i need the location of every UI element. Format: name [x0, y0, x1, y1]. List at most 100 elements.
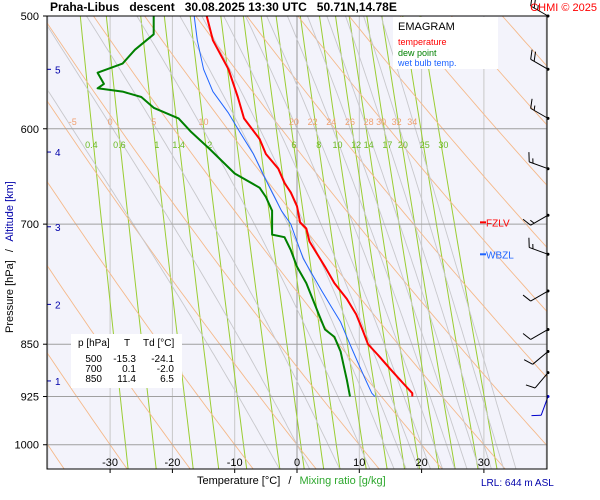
table-cell: -15.3	[113, 354, 136, 365]
mixing-ratio-line	[366, 16, 440, 469]
wind-barb-staff	[530, 58, 549, 70]
series-line-dew-point	[96, 16, 351, 397]
moist-adiabat-line	[86, 16, 341, 469]
table-cell: 850	[85, 374, 102, 385]
moist-adiabat-line	[244, 16, 431, 469]
table-header-t: T	[124, 338, 130, 349]
temperature-tick-label: 30	[478, 457, 490, 469]
wind-barb-staff	[534, 372, 549, 389]
temperature-tick-label: -20	[164, 457, 180, 469]
chart-title: Praha-Libus descent 30.08.2025 13:30 UTC…	[50, 0, 397, 14]
adiabat-label: 22	[308, 117, 318, 127]
legend-item-wet-bulb: wet bulb temp.	[397, 58, 457, 68]
altitude-axis: 5 4 3 2 1	[47, 65, 61, 388]
adiabat-label: 28	[364, 117, 374, 127]
wind-barb-staff	[530, 107, 549, 119]
mixing-ratio-line	[260, 16, 325, 469]
pressure-axis: 500 600 700 850 925 1000	[15, 11, 47, 452]
dry-adiabat-line	[47, 264, 191, 469]
data-table-box	[71, 334, 182, 388]
wind-barb-staff	[529, 161, 549, 170]
moist-adiabat-line	[286, 16, 456, 469]
pressure-tick-label: 700	[21, 219, 39, 231]
mixing-ratio-label: 6	[291, 140, 296, 150]
table-cell: 11.4	[117, 374, 136, 385]
temperature-tick-label: 20	[415, 457, 427, 469]
wind-barb-feather	[530, 98, 533, 109]
dry-adiabat-line	[399, 16, 547, 187]
x-axis-label-separator: /	[288, 475, 292, 487]
profile-series	[96, 16, 414, 397]
temperature-tick-label: 0	[294, 457, 300, 469]
moist-adiabat-line	[363, 16, 505, 469]
y-axis-label-altitude: Altitude [km]	[4, 181, 16, 242]
table-cell: -24.1	[151, 354, 174, 365]
wind-barb-feather	[533, 51, 537, 62]
y-axis-label: Pressure [hPa] / Altitude [km]	[4, 181, 16, 333]
dry-adiabat-line	[450, 16, 547, 126]
dry-adiabat-line	[348, 16, 547, 249]
table-cell: 6.5	[160, 374, 174, 385]
temperature-tick-label: -10	[227, 457, 243, 469]
moist-adiabats	[47, 16, 517, 469]
altitude-tick-label: 1	[55, 377, 61, 388]
legend: EMAGRAM temperature dew point wet bulb t…	[393, 17, 498, 69]
moist-adiabat-line	[136, 16, 371, 469]
adiabat-label: 5	[151, 117, 156, 127]
altitude-tick-label: 4	[55, 148, 61, 159]
y-axis-label-pressure: Pressure [hPa]	[4, 260, 16, 333]
mixing-ratio-line	[381, 16, 456, 469]
pressure-tick-label: 925	[21, 392, 39, 404]
wind-barb-feather	[522, 218, 531, 226]
table-cell: 0.1	[122, 364, 136, 375]
moist-adiabat-line	[201, 16, 407, 469]
dry-adiabat-line	[47, 351, 128, 469]
mixing-ratio-line	[319, 16, 388, 469]
wind-barbs	[522, 0, 550, 417]
temperature-axis: -30 -20 -10 0 10 20 30	[102, 457, 490, 473]
mixing-ratio-line	[79, 16, 129, 469]
mixing-ratio-label: 10	[332, 140, 342, 150]
moist-adiabat-line	[47, 24, 310, 469]
mixing-ratio-label: 1	[154, 140, 159, 150]
mixing-ratio-label: 0.6	[113, 140, 126, 150]
wind-barb-staff	[529, 246, 549, 255]
credit-text[interactable]: CHMI © 2025	[530, 2, 597, 14]
mixing-ratio-label: 30	[438, 140, 448, 150]
series-line-wet-bulb-temp	[193, 16, 376, 397]
wind-barb-feather	[525, 384, 536, 389]
temperature-tick-label: 10	[353, 457, 365, 469]
wind-barb-staff	[530, 329, 549, 340]
mixing-ratio-line	[242, 16, 305, 469]
adiabat-label: 34	[407, 117, 417, 127]
mixing-ratio-labels: 0.4 0.6 1 1.4 2 6 8 10 12 14 17 20 25 30	[85, 140, 448, 150]
table-header-td: Td [°C]	[143, 338, 174, 349]
wind-barb-feather	[530, 0, 533, 7]
mixing-ratio-line	[189, 16, 248, 469]
altitude-tick-label: 3	[55, 223, 61, 234]
wind-barb-staff	[530, 5, 549, 17]
moist-adiabat-line	[306, 16, 468, 469]
mixing-ratio-line	[140, 16, 194, 469]
altitude-tick-label: 2	[55, 300, 61, 311]
altitude-tick-label: 5	[55, 65, 61, 76]
adiabat-label: 30	[376, 117, 386, 127]
mixing-ratio-line	[402, 16, 479, 469]
level-markers: FZLV WBZL	[480, 218, 514, 261]
plot-frame	[46, 15, 548, 470]
wind-barb-staff	[530, 290, 549, 302]
wind-barb-staff	[532, 351, 549, 365]
adiabat-label: 10	[199, 117, 209, 127]
pressure-tick-label: 600	[21, 124, 39, 136]
moist-adiabat-line	[266, 16, 444, 469]
table-cell: 700	[85, 364, 102, 375]
mixing-ratio-label: 2	[207, 140, 212, 150]
mixing-ratio-label: 8	[316, 140, 321, 150]
legend-item-temperature: temperature	[398, 37, 447, 47]
table-cell: -2.0	[157, 364, 175, 375]
pressure-tick-label: 850	[21, 339, 39, 351]
adiabat-label: 32	[392, 117, 402, 127]
dry-adiabat-line	[144, 16, 506, 469]
mixing-ratio-label: 20	[398, 140, 408, 150]
